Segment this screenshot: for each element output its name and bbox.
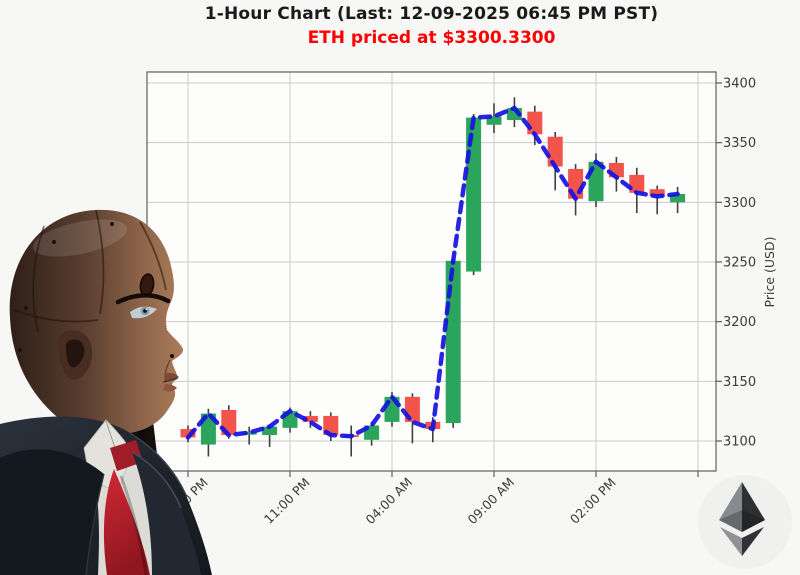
- y-tick-label: 3150: [723, 375, 756, 390]
- ethereum-diamond: [719, 482, 765, 556]
- robot-eyebrow: [115, 293, 171, 305]
- skull-rivets: [18, 222, 114, 352]
- candle-1200am: [302, 415, 318, 422]
- ethereum-logo-icon: [698, 475, 792, 569]
- y-tick-label: 3200: [723, 315, 756, 330]
- candle-0400pm: [629, 174, 645, 193]
- candle-0900pm: [241, 432, 257, 435]
- lower-lip: [163, 384, 177, 392]
- candle-1000pm: [262, 426, 278, 436]
- robot-suit: [0, 416, 212, 575]
- candle-1100am: [527, 111, 543, 135]
- left-lapel: [0, 449, 104, 575]
- close-price-line: [185, 105, 680, 440]
- plot-area: [147, 72, 716, 471]
- y-tick-label: 3100: [723, 435, 756, 450]
- robot-head: [9, 209, 184, 435]
- candle-0600pm: [180, 429, 196, 438]
- candle-0900am: [486, 116, 502, 125]
- x-tick-label: 04:00 AM: [363, 475, 416, 528]
- x-tick-label: 02:00 PM: [567, 475, 619, 527]
- skull-seams: [13, 209, 167, 333]
- candle-1200pm: [547, 136, 563, 167]
- y-tick-label: 3300: [723, 196, 756, 211]
- y-axis-label: Price (USD): [762, 237, 777, 308]
- candle-1000am: [506, 108, 522, 120]
- nostril: [170, 354, 174, 358]
- x-tick-label: 09:00 AM: [465, 475, 518, 528]
- candle-0500pm: [649, 189, 665, 197]
- tie: [103, 469, 150, 575]
- robot-figure: [0, 209, 212, 575]
- y-tick-label: 3250: [723, 256, 756, 271]
- overlay-close-line: [185, 105, 680, 440]
- chart-subtitle: ETH priced at $3300.3300: [307, 28, 556, 48]
- candle-0600pm: [670, 193, 686, 203]
- y-tick-label: 3350: [723, 136, 756, 151]
- right-lapel: [132, 452, 201, 575]
- candle-0700am: [445, 260, 461, 424]
- y-tick-label: 3400: [723, 77, 756, 92]
- x-tick-label: 11:00 PM: [261, 475, 313, 527]
- chart-title: 1-Hour Chart (Last: 12-09-2025 06:45 PM …: [204, 4, 659, 24]
- tie-knot: [110, 440, 143, 471]
